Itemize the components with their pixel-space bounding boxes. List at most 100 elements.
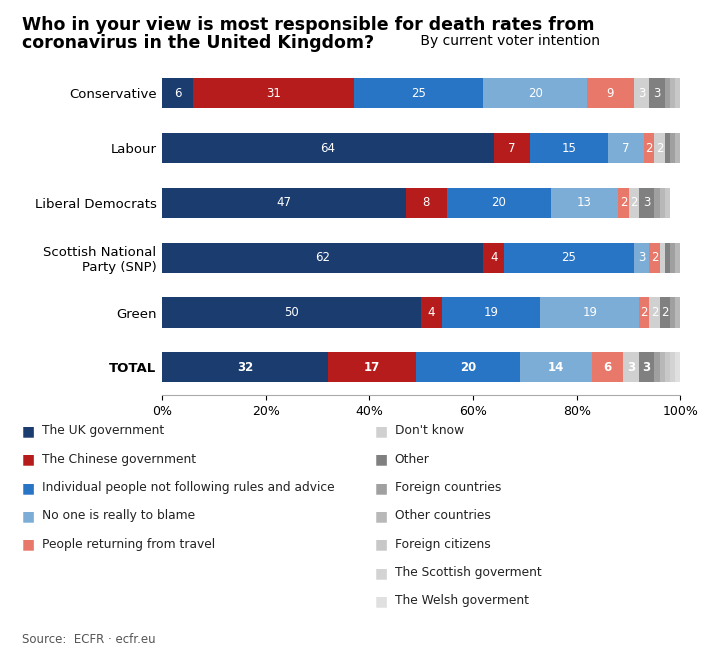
Bar bbox=[624, 352, 639, 382]
Text: ■: ■ bbox=[374, 453, 387, 467]
Bar bbox=[541, 297, 639, 328]
Text: 50: 50 bbox=[284, 306, 299, 319]
Bar bbox=[675, 133, 680, 163]
Bar bbox=[416, 352, 520, 382]
Bar bbox=[634, 243, 649, 273]
Text: 2: 2 bbox=[646, 141, 653, 155]
Text: 20: 20 bbox=[492, 196, 506, 209]
Bar bbox=[660, 188, 665, 218]
Bar bbox=[639, 188, 654, 218]
Bar bbox=[162, 352, 328, 382]
Bar bbox=[665, 133, 670, 163]
Text: Source:  ECFR · ecfr.eu: Source: ECFR · ecfr.eu bbox=[22, 633, 156, 646]
Text: 25: 25 bbox=[411, 87, 426, 100]
Text: 62: 62 bbox=[315, 251, 330, 265]
Text: ■: ■ bbox=[374, 509, 387, 523]
Bar bbox=[644, 133, 654, 163]
Text: Who in your view is most responsible for death rates from: Who in your view is most responsible for… bbox=[22, 16, 594, 34]
Text: 2: 2 bbox=[651, 251, 658, 265]
Bar bbox=[665, 352, 670, 382]
Text: The Scottish goverment: The Scottish goverment bbox=[395, 566, 541, 579]
Text: Other: Other bbox=[395, 453, 429, 466]
Text: ■: ■ bbox=[374, 566, 387, 580]
Bar bbox=[660, 352, 665, 382]
Text: Foreign countries: Foreign countries bbox=[395, 481, 501, 494]
Bar bbox=[670, 352, 675, 382]
Bar bbox=[494, 133, 530, 163]
Bar bbox=[675, 297, 680, 328]
Bar bbox=[654, 352, 660, 382]
Text: ■: ■ bbox=[22, 481, 35, 495]
Bar bbox=[193, 78, 354, 109]
Text: 3: 3 bbox=[653, 87, 661, 100]
Text: ■: ■ bbox=[374, 594, 387, 608]
Text: By current voter intention: By current voter intention bbox=[416, 34, 600, 48]
Bar bbox=[483, 243, 504, 273]
Text: ■: ■ bbox=[374, 424, 387, 438]
Text: 19: 19 bbox=[484, 306, 499, 319]
Text: 2: 2 bbox=[661, 306, 669, 319]
Text: 4: 4 bbox=[490, 251, 498, 265]
Bar bbox=[483, 78, 587, 109]
Bar bbox=[680, 243, 685, 273]
Text: 6: 6 bbox=[603, 361, 612, 374]
Bar bbox=[634, 78, 649, 109]
Bar bbox=[649, 297, 660, 328]
Text: 3: 3 bbox=[643, 361, 651, 374]
Bar bbox=[670, 297, 675, 328]
Bar bbox=[405, 188, 447, 218]
Bar bbox=[162, 78, 193, 109]
Bar bbox=[660, 243, 665, 273]
Text: No one is really to blame: No one is really to blame bbox=[42, 509, 195, 522]
Bar bbox=[670, 133, 675, 163]
Text: 9: 9 bbox=[607, 87, 614, 100]
Bar bbox=[675, 243, 680, 273]
Text: ■: ■ bbox=[22, 453, 35, 467]
Bar bbox=[442, 297, 541, 328]
Text: Individual people not following rules and advice: Individual people not following rules an… bbox=[42, 481, 334, 494]
Text: 15: 15 bbox=[562, 141, 577, 155]
Text: People returning from travel: People returning from travel bbox=[42, 538, 215, 551]
Bar bbox=[551, 188, 618, 218]
Text: ■: ■ bbox=[374, 481, 387, 495]
Text: 8: 8 bbox=[423, 196, 430, 209]
Bar bbox=[520, 352, 593, 382]
Bar bbox=[665, 243, 670, 273]
Text: Don't know: Don't know bbox=[395, 424, 464, 438]
Text: 3: 3 bbox=[638, 251, 645, 265]
Bar bbox=[649, 78, 665, 109]
Text: The Chinese government: The Chinese government bbox=[42, 453, 196, 466]
Bar bbox=[639, 297, 649, 328]
Bar bbox=[328, 352, 416, 382]
Text: ■: ■ bbox=[22, 538, 35, 551]
Bar bbox=[639, 352, 654, 382]
Bar bbox=[162, 243, 483, 273]
Bar bbox=[593, 352, 624, 382]
Text: coronavirus in the United Kingdom?: coronavirus in the United Kingdom? bbox=[22, 34, 374, 52]
Bar bbox=[421, 297, 442, 328]
Bar bbox=[618, 188, 629, 218]
Bar bbox=[670, 243, 675, 273]
Text: 13: 13 bbox=[577, 196, 592, 209]
Bar bbox=[670, 78, 675, 109]
Text: 20: 20 bbox=[460, 361, 476, 374]
Bar bbox=[654, 133, 665, 163]
Bar bbox=[504, 243, 634, 273]
Text: Foreign citizens: Foreign citizens bbox=[395, 538, 490, 551]
Text: Other countries: Other countries bbox=[395, 509, 490, 522]
Text: 3: 3 bbox=[627, 361, 635, 374]
Bar bbox=[660, 297, 670, 328]
Text: The UK government: The UK government bbox=[42, 424, 164, 438]
Text: 6: 6 bbox=[174, 87, 181, 100]
Text: 2: 2 bbox=[640, 306, 648, 319]
Text: The Welsh goverment: The Welsh goverment bbox=[395, 594, 528, 607]
Bar bbox=[162, 297, 421, 328]
Text: 32: 32 bbox=[237, 361, 253, 374]
Text: 20: 20 bbox=[528, 87, 543, 100]
Text: 64: 64 bbox=[320, 141, 336, 155]
Text: 17: 17 bbox=[364, 361, 380, 374]
Text: 31: 31 bbox=[266, 87, 281, 100]
Bar bbox=[654, 188, 660, 218]
Text: 14: 14 bbox=[548, 361, 564, 374]
Bar bbox=[608, 133, 644, 163]
